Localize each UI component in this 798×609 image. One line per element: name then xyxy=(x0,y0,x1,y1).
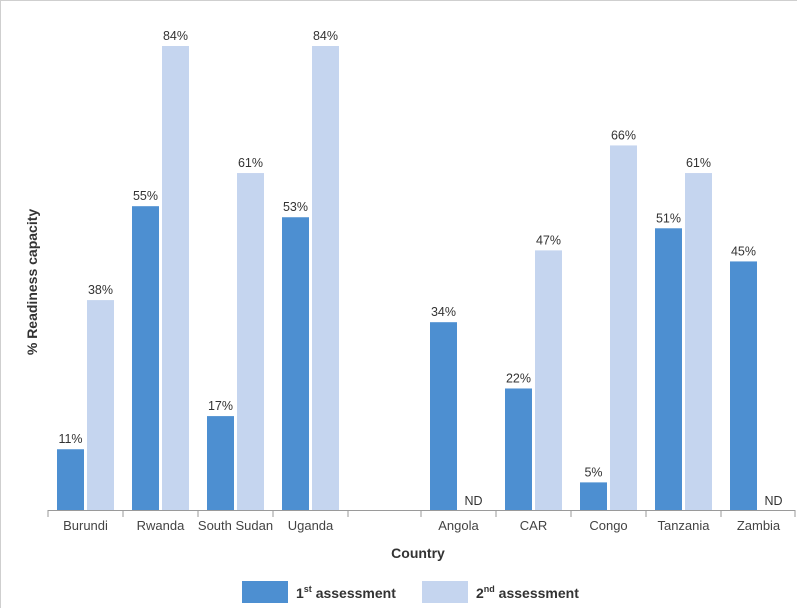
legend-ordinal-suffix: nd xyxy=(484,584,495,594)
value-label-tanzania-1st-assessment: 51% xyxy=(656,211,681,225)
value-label-burundi-2nd-assessment: 38% xyxy=(88,283,113,297)
legend-label-1st-assessment: 1st assessment xyxy=(296,584,396,601)
bar-south-sudan-2nd-assessment xyxy=(237,173,264,511)
value-label-congo-2nd-assessment: 66% xyxy=(611,128,636,142)
value-label-zambia-1st-assessment: 45% xyxy=(731,244,756,258)
value-label-uganda-2nd-assessment: 84% xyxy=(313,29,338,43)
bar-car-2nd-assessment xyxy=(535,250,562,510)
legend-text-rest: assessment xyxy=(312,585,396,601)
value-label-angola-1st-assessment: 34% xyxy=(431,305,456,319)
legend-text-rest: assessment xyxy=(495,585,579,601)
tick-label-burundi: Burundi xyxy=(63,518,108,533)
bar-uganda-1st-assessment xyxy=(282,217,309,510)
legend-label-2nd-assessment: 2nd assessment xyxy=(476,584,579,601)
value-label-tanzania-2nd-assessment: 61% xyxy=(686,156,711,170)
legend-ordinal-suffix: st xyxy=(304,584,312,594)
value-label-south-sudan-1st-assessment: 17% xyxy=(208,399,233,413)
tick-label-congo: Congo xyxy=(589,518,627,533)
bar-tanzania-2nd-assessment xyxy=(685,173,712,511)
tick-label-angola: Angola xyxy=(438,518,479,533)
tick-label-uganda: Uganda xyxy=(288,518,334,533)
x-axis-tick-labels: Burundi Rwanda South Sudan Uganda Angola CAR C… xyxy=(63,518,781,533)
value-label-congo-1st-assessment: 5% xyxy=(584,465,602,479)
value-label-uganda-1st-assessment: 53% xyxy=(283,200,308,214)
bar-car-1st-assessment xyxy=(505,388,532,510)
bars-layer xyxy=(57,46,757,511)
legend-swatch-1st-assessment xyxy=(242,581,288,603)
x-axis-ticks xyxy=(47,510,796,517)
bar-tanzania-1st-assessment xyxy=(655,228,682,511)
value-label-car-1st-assessment: 22% xyxy=(506,371,531,385)
tick-label-zambia: Zambia xyxy=(737,518,781,533)
bar-congo-1st-assessment xyxy=(580,482,607,510)
legend-swatch-2nd-assessment xyxy=(422,581,468,603)
bar-rwanda-2nd-assessment xyxy=(162,46,189,510)
bar-uganda-2nd-assessment xyxy=(312,46,339,510)
tick-label-south-sudan: South Sudan xyxy=(198,518,273,533)
value-labels-layer: 11% 38% 55% 84% 17% 61% 53% 84% 34% ND 22% 47% 5% 66%… xyxy=(58,29,782,508)
value-label-south-sudan-2nd-assessment: 61% xyxy=(238,156,263,170)
value-label-burundi-1st-assessment: 11% xyxy=(58,432,82,446)
value-label-rwanda-2nd-assessment: 84% xyxy=(163,29,188,43)
y-axis-title: % Readiness capacity xyxy=(24,209,40,356)
value-label-zambia-2nd-assessment: ND xyxy=(764,494,782,508)
x-axis-title: Country xyxy=(391,545,445,561)
bar-angola-1st-assessment xyxy=(430,322,457,510)
bar-rwanda-1st-assessment xyxy=(132,206,159,510)
legend-ordinal: 1 xyxy=(296,585,304,601)
bar-congo-2nd-assessment xyxy=(610,145,637,510)
value-label-rwanda-1st-assessment: 55% xyxy=(133,189,158,203)
bar-south-sudan-1st-assessment xyxy=(207,416,234,510)
bar-zambia-1st-assessment xyxy=(730,261,757,510)
value-label-angola-2nd-assessment: ND xyxy=(464,494,482,508)
value-label-car-2nd-assessment: 47% xyxy=(536,233,561,247)
tick-label-rwanda: Rwanda xyxy=(137,518,185,533)
bar-burundi-1st-assessment xyxy=(57,449,84,510)
legend: 1st assessment 2nd assessment xyxy=(242,581,579,603)
legend-ordinal: 2 xyxy=(476,585,484,601)
bar-burundi-2nd-assessment xyxy=(87,300,114,510)
tick-label-tanzania: Tanzania xyxy=(657,518,710,533)
tick-label-car: CAR xyxy=(520,518,547,533)
